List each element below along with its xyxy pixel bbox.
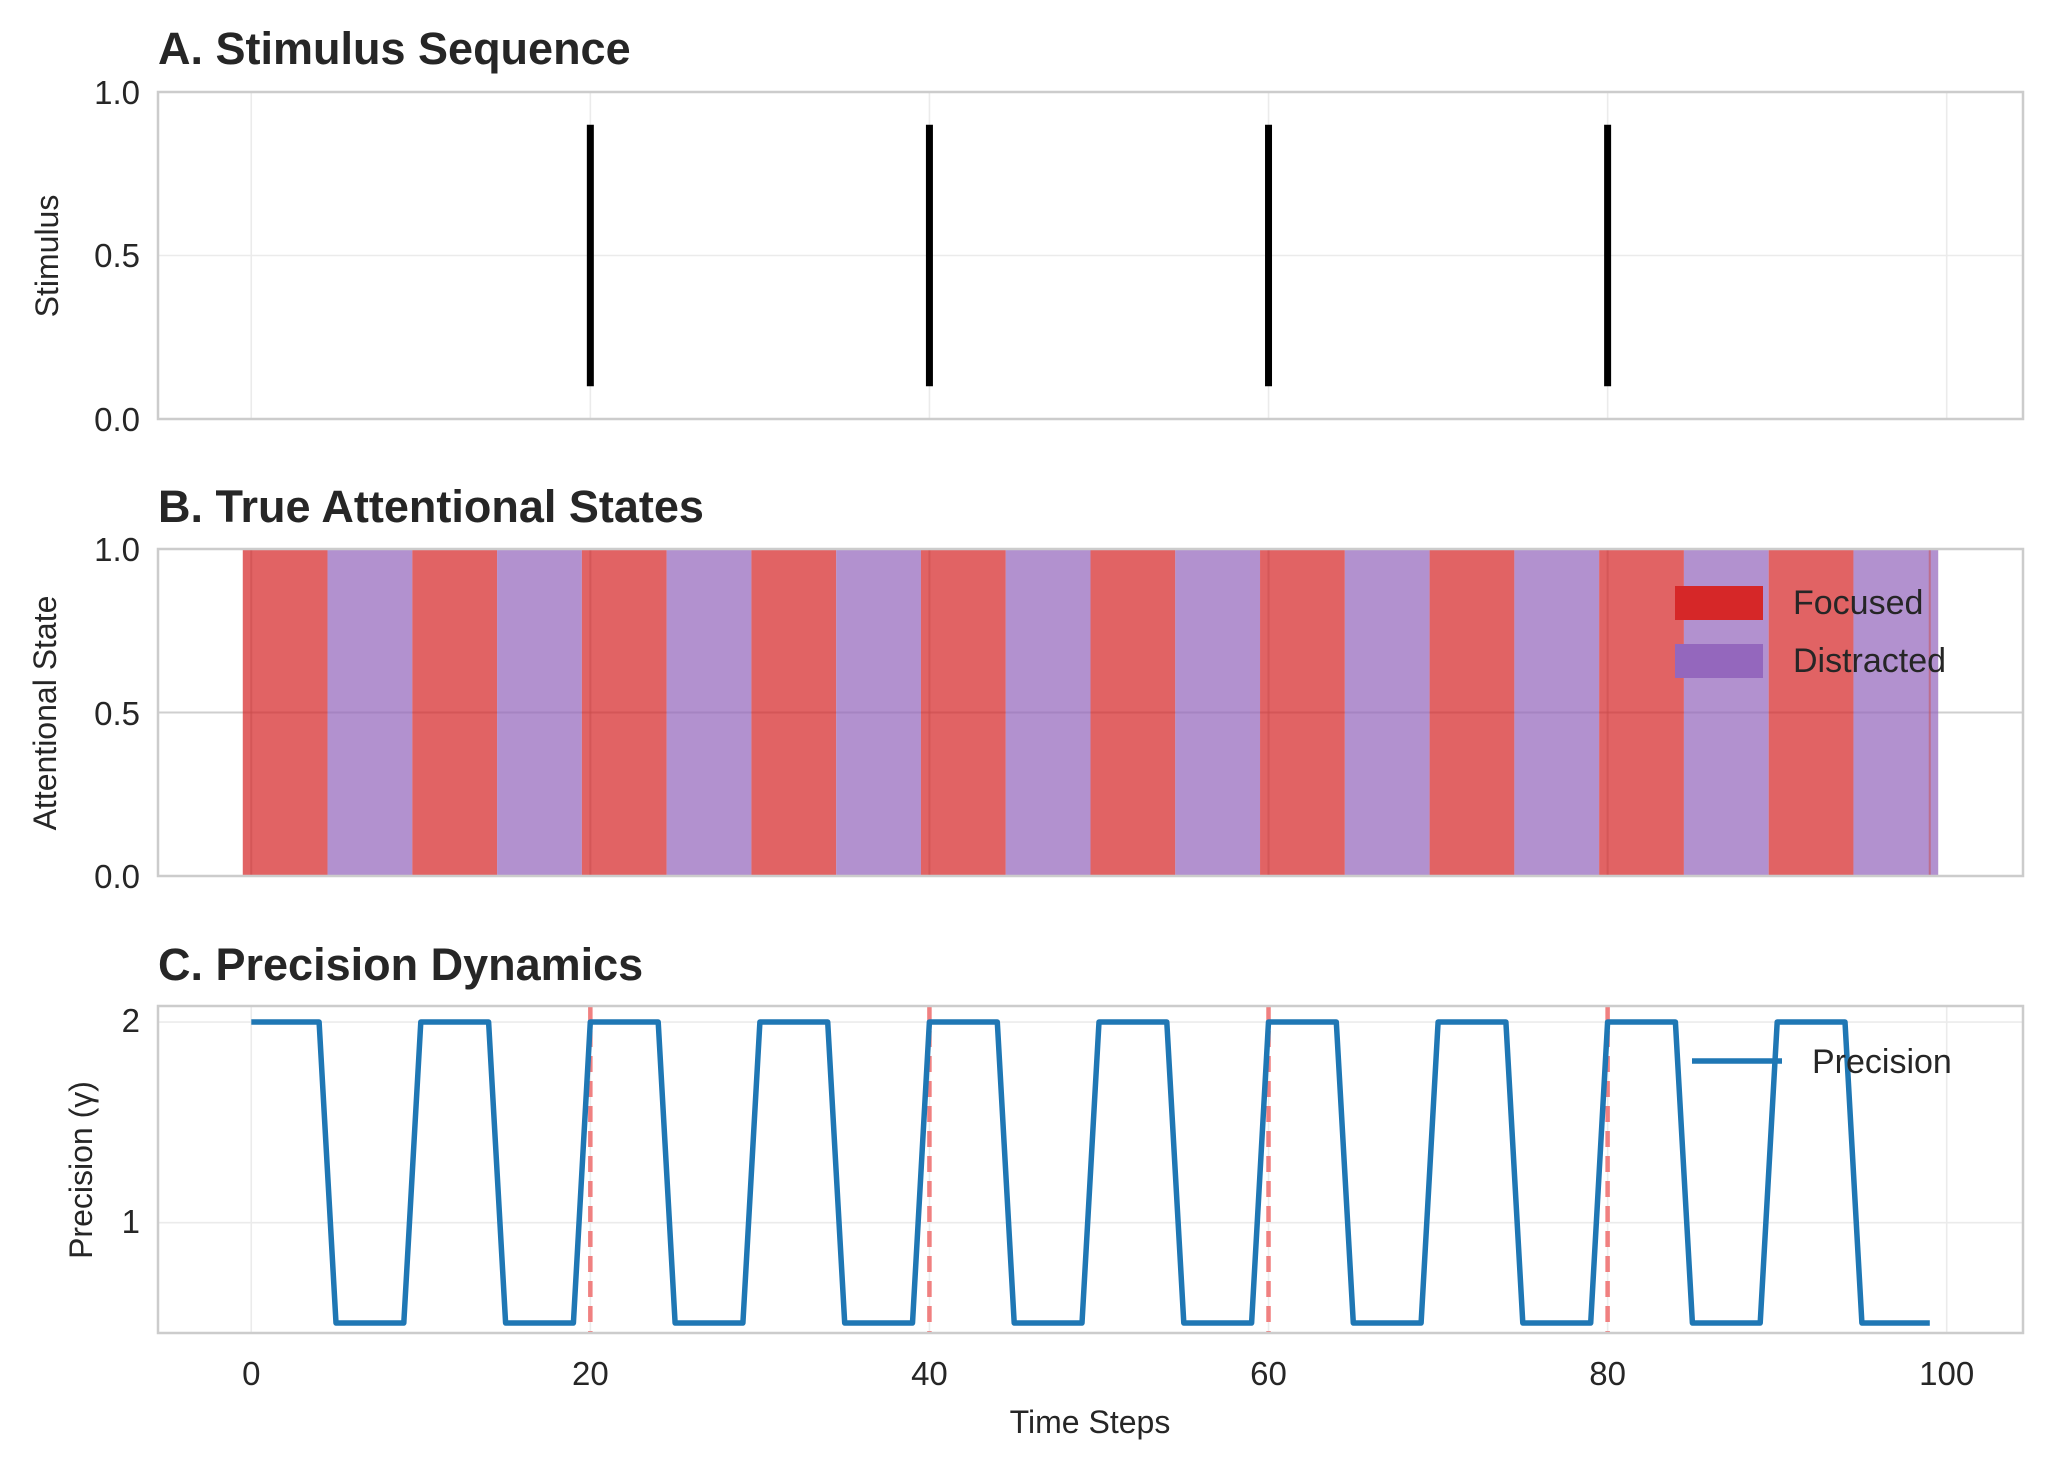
state-block-distracted	[1175, 549, 1261, 876]
legend-label-focused: Focused	[1793, 584, 1923, 622]
panel-precision-dynamics: C. Precision Dynamics 2 1 Precision (γ) …	[63, 939, 2025, 1440]
series-line-precision	[251, 1019, 1930, 1326]
state-block-focused	[1429, 549, 1515, 876]
panel-b-frame	[156, 547, 2025, 878]
panel-a-stimuli	[586, 124, 1612, 387]
state-block-focused	[242, 549, 328, 876]
state-block-focused	[581, 549, 667, 876]
panel-c-ylabel: Precision (γ)	[63, 1081, 99, 1259]
xtick-label: 20	[572, 1355, 609, 1392]
panel-a-frame	[156, 90, 2025, 421]
legend-swatch-distracted	[1675, 644, 1763, 678]
panel-c-ytick-1: 1	[122, 1203, 140, 1240]
state-block-distracted	[666, 549, 752, 876]
panel-b-ytick-0: 0.0	[94, 858, 140, 895]
panel-b-legend: Focused Distracted	[1675, 584, 1946, 680]
panel-b-title: B. True Attentional States	[158, 481, 704, 532]
state-block-distracted	[497, 549, 582, 876]
xtick-label: 60	[1250, 1355, 1287, 1392]
panel-stimulus-sequence: A. Stimulus Sequence 1.0 0.5 0.0 Stimulu…	[29, 23, 2025, 438]
state-block-distracted	[1853, 549, 1939, 876]
panel-a-ytick-1: 1.0	[94, 74, 140, 111]
legend-label-distracted: Distracted	[1793, 642, 1946, 680]
state-block-distracted	[1344, 549, 1430, 876]
state-block-focused	[1768, 549, 1854, 876]
panel-b-state-blocks	[242, 549, 1939, 876]
xtick-label: 40	[911, 1355, 948, 1392]
panel-c-series	[251, 1006, 1930, 1333]
panel-c-xticks: 0 20 40 60 80 100	[242, 1355, 1974, 1392]
state-block-focused	[920, 549, 1006, 876]
state-block-distracted	[1005, 549, 1091, 876]
state-block-distracted	[836, 549, 921, 876]
panel-c-title: C. Precision Dynamics	[158, 939, 643, 990]
xtick-label: 0	[242, 1355, 260, 1392]
state-block-distracted	[327, 549, 413, 876]
panel-b-ytick-0.5: 0.5	[94, 695, 140, 732]
state-block-focused	[412, 549, 498, 876]
state-block-distracted	[1514, 549, 1600, 876]
panel-a-grid	[158, 92, 2023, 419]
panel-c-xlabel: Time Steps	[1010, 1404, 1171, 1440]
state-block-focused	[751, 549, 837, 876]
legend-label-precision: Precision	[1812, 1043, 1952, 1081]
panel-c-legend: Precision	[1692, 1043, 1952, 1081]
xtick-label: 100	[1919, 1355, 1974, 1392]
panel-a-ytick-0.5: 0.5	[94, 237, 140, 274]
legend-swatch-focused	[1675, 586, 1763, 620]
panel-b-ylabel: Attentional State	[27, 596, 63, 831]
panel-c-frame	[156, 1004, 2025, 1335]
panel-c-ytick-2: 2	[122, 1002, 140, 1039]
panel-b-ytick-1: 1.0	[94, 531, 140, 568]
panel-attentional-states: B. True Attentional States 1.0 0.5 0.0 A…	[27, 481, 2025, 895]
state-block-focused	[1599, 549, 1684, 876]
panel-a-ylabel: Stimulus	[29, 195, 65, 318]
xtick-label: 80	[1589, 1355, 1626, 1392]
panel-a-title: A. Stimulus Sequence	[158, 23, 631, 74]
state-block-focused	[1090, 549, 1176, 876]
state-block-focused	[1260, 549, 1345, 876]
panel-a-ytick-0: 0.0	[94, 401, 140, 438]
